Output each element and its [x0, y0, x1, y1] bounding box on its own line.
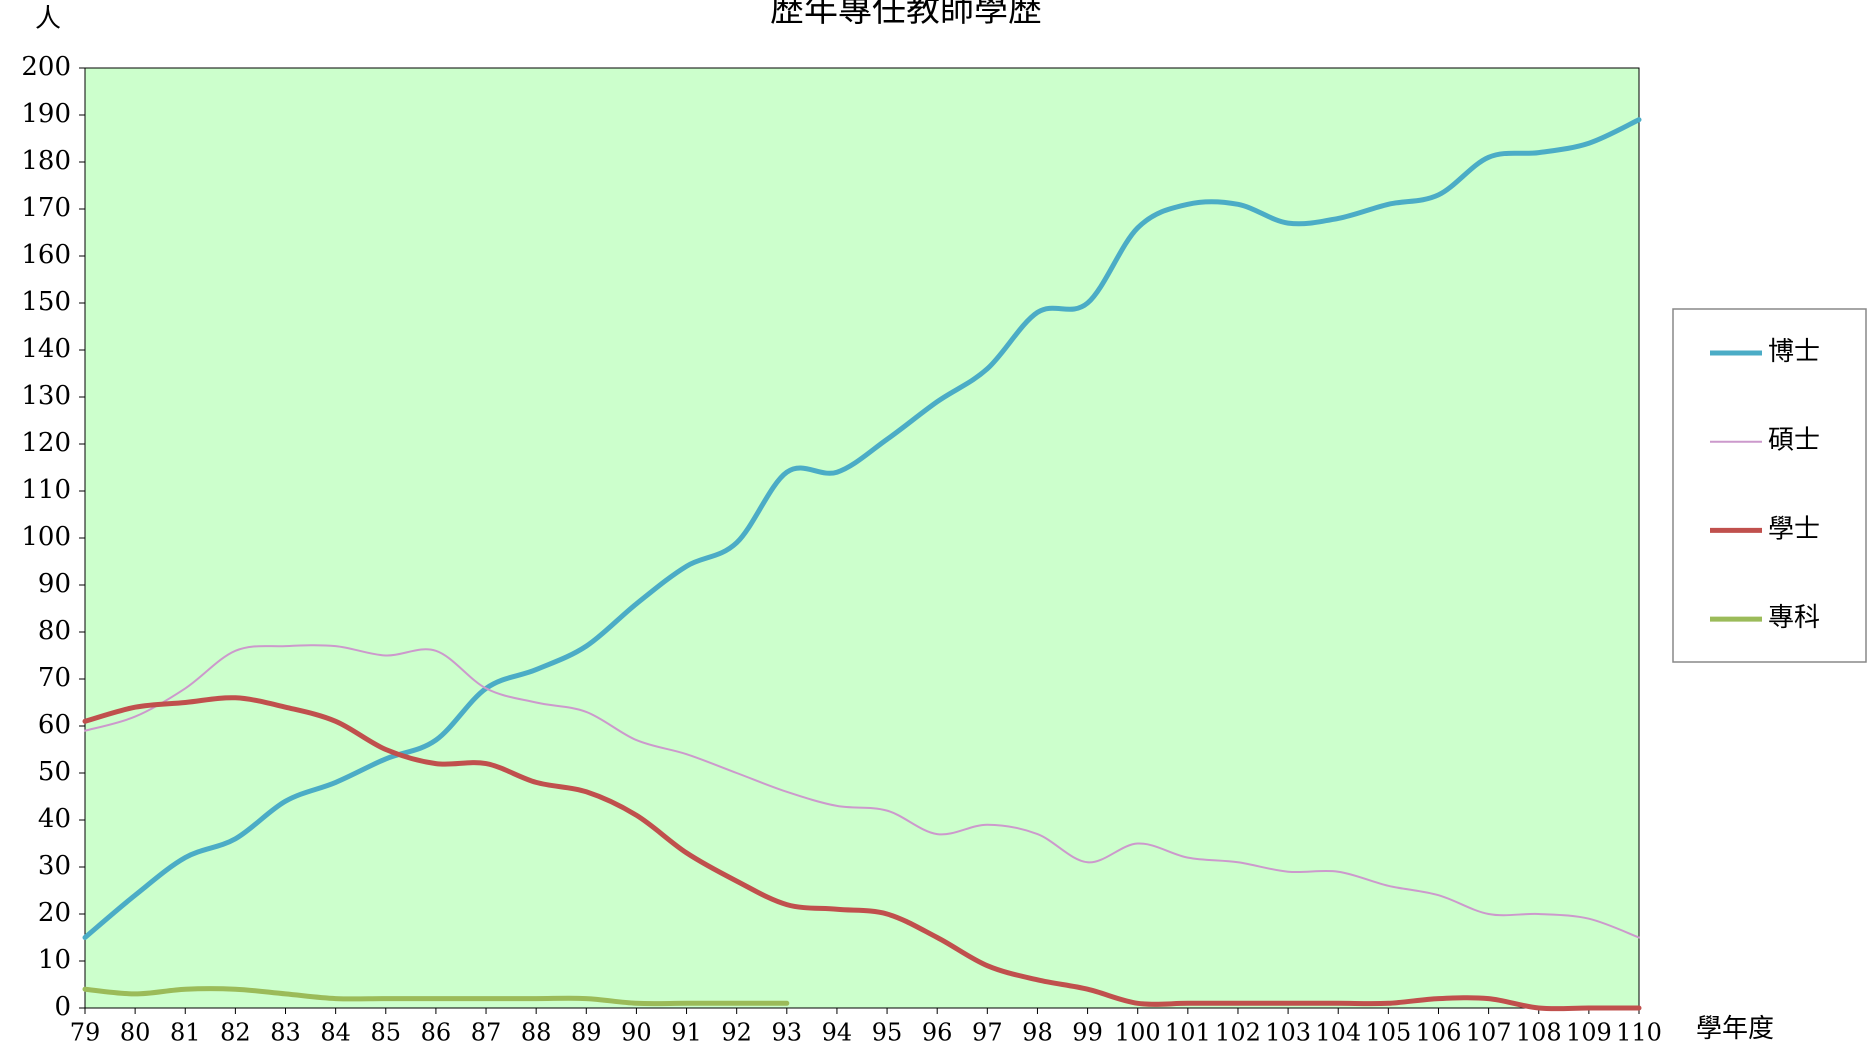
x-tick-label: 81: [170, 1019, 201, 1047]
y-tick-label: 110: [21, 475, 71, 505]
x-tick-label: 97: [972, 1019, 1003, 1047]
x-tick-label: 107: [1466, 1019, 1512, 1047]
legend-label: 碩士: [1768, 426, 1820, 456]
y-tick-label: 40: [38, 804, 71, 834]
y-tick-label: 0: [54, 992, 71, 1022]
y-tick-label: 10: [38, 945, 71, 975]
x-tick-label: 108: [1516, 1019, 1562, 1047]
x-axis-label: 學年度: [1696, 1014, 1774, 1044]
legend-box: [1672, 308, 1867, 663]
series-line: [82, 117, 1642, 940]
x-tick-label: 91: [671, 1019, 702, 1047]
y-tick-label: 30: [38, 851, 71, 881]
y-tick-label: 70: [38, 663, 71, 693]
x-tick-label: 88: [521, 1019, 552, 1047]
x-tick-label: 85: [371, 1019, 402, 1047]
x-tick-label: 110: [1616, 1019, 1662, 1047]
series-line: [82, 986, 790, 1007]
y-tick-label: 150: [21, 287, 71, 317]
x-tick-label: 93: [772, 1019, 803, 1047]
x-tick-label: 103: [1265, 1019, 1311, 1047]
x-tick-label: 94: [822, 1019, 853, 1047]
y-tick-label: 50: [38, 757, 71, 787]
y-tick-label: 200: [21, 52, 71, 82]
x-tick-label: 90: [621, 1019, 652, 1047]
plot-area: [84, 67, 1640, 1009]
x-tick-label: 98: [1022, 1019, 1053, 1047]
legend-label: 專科: [1768, 603, 1820, 633]
x-tick-label: 109: [1566, 1019, 1612, 1047]
x-tick-label: 89: [571, 1019, 602, 1047]
x-tick-label: 95: [872, 1019, 903, 1047]
x-tick-label: 79: [70, 1019, 101, 1047]
x-tick-label: 82: [220, 1019, 251, 1047]
x-tick-label: 83: [270, 1019, 301, 1047]
y-tick-label: 160: [21, 240, 71, 270]
x-tick-label: 96: [922, 1019, 953, 1047]
y-tick-label: 170: [21, 193, 71, 223]
y-tick-label: 20: [38, 898, 71, 928]
x-tick-label: 80: [120, 1019, 151, 1047]
legend-label: 博士: [1768, 337, 1820, 367]
y-tick-label: 60: [38, 710, 71, 740]
y-tick-label: 90: [38, 569, 71, 599]
x-tick-label: 101: [1165, 1019, 1211, 1047]
y-axis-label: 人: [35, 4, 61, 34]
x-tick-label: 84: [320, 1019, 351, 1047]
y-tick-label: 140: [21, 334, 71, 364]
chart-title: 歷年專任教師學歷: [770, 0, 1042, 30]
y-tick-label: 100: [21, 522, 71, 552]
y-tick-label: 190: [21, 99, 71, 129]
x-tick-label: 92: [721, 1019, 752, 1047]
x-tick-label: 105: [1365, 1019, 1411, 1047]
x-tick-label: 87: [471, 1019, 502, 1047]
x-tick-label: 86: [421, 1019, 452, 1047]
legend-label: 學士: [1768, 514, 1820, 544]
x-tick-label: 102: [1215, 1019, 1261, 1047]
y-tick-label: 130: [21, 381, 71, 411]
series-line: [82, 695, 1642, 1012]
y-tick-label: 180: [21, 146, 71, 176]
x-tick-label: 100: [1115, 1019, 1161, 1047]
y-tick-label: 80: [38, 616, 71, 646]
x-tick-label: 104: [1315, 1019, 1361, 1047]
x-tick-label: 106: [1416, 1019, 1462, 1047]
series-line: [84, 644, 1640, 939]
x-tick-label: 99: [1072, 1019, 1103, 1047]
y-tick-label: 120: [21, 428, 71, 458]
